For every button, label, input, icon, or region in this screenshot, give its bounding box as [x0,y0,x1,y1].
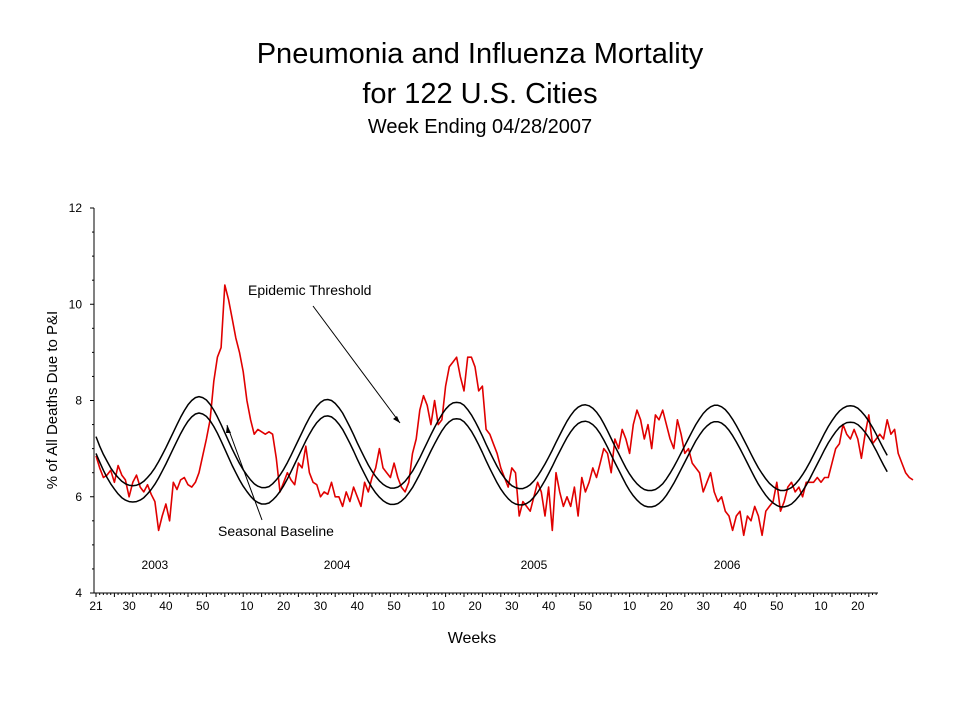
y-tick-label: 6 [75,490,82,504]
x-tick-label: 30 [314,599,328,613]
x-tick-label: 10 [240,599,254,613]
x-tick-label: 30 [505,599,519,613]
chart-title-line-1: Pneumonia and Influenza Mortality [256,38,704,70]
x-tick-label: 50 [387,599,401,613]
chart-subtitle: Week Ending 04/28/2007 [367,116,593,138]
year-label: 2003 [142,558,169,572]
x-tick-label: 40 [542,599,556,613]
y-tick-label: 12 [69,201,83,215]
seasonal-baseline-annotation: Seasonal Baseline [218,523,334,539]
x-tick-label: 10 [814,599,828,613]
x-tick-label: 20 [277,599,291,613]
observed-pi-line [95,284,914,537]
epidemic-threshold-arrowhead [393,416,400,423]
series-lines [95,284,914,537]
year-labels: 2003 2004 2005 2006 [142,558,741,572]
x-tick-labels: 21 30 40 50 10 20 30 40 50 10 20 30 40 50 10 20 30 40 50 10… [89,599,864,613]
x-tick-label: 40 [159,599,173,613]
epidemic-threshold-arrow-line [312,305,401,424]
x-tick-label: 30 [122,599,136,613]
y-tick-label: 4 [75,586,82,600]
year-label: 2005 [521,558,548,572]
x-tick-label: 20 [851,599,865,613]
epidemic-threshold-line [95,395,888,492]
year-label: 2004 [324,558,351,572]
y-tick-label: 10 [69,297,83,311]
x-tick-label: 50 [770,599,784,613]
chart-title-line-2: for 122 U.S. Cities [362,78,598,110]
x-tick-label: 30 [697,599,711,613]
year-label: 2006 [714,558,741,572]
x-tick-label: 20 [468,599,482,613]
y-axis-label: % of All Deaths Due to P&I [44,311,61,489]
epidemic-threshold-annotation: Epidemic Threshold [248,282,371,298]
x-tick-label: 40 [351,599,365,613]
x-tick-label: 21 [89,599,103,613]
seasonal-baseline-line [95,412,888,508]
x-tick-label: 20 [660,599,674,613]
y-tick-labels: 4 6 8 10 12 [69,201,83,600]
seasonal-baseline-arrow-line [226,424,263,521]
x-tick-label: 50 [196,599,210,613]
y-tick-label: 8 [75,394,82,408]
x-tick-label: 50 [579,599,593,613]
seasonal-baseline-arrowhead [226,425,231,433]
ticks [90,207,877,597]
x-tick-label: 10 [432,599,446,613]
x-tick-label: 10 [623,599,637,613]
x-axis-label: Weeks [448,630,497,647]
x-tick-label: 40 [733,599,747,613]
